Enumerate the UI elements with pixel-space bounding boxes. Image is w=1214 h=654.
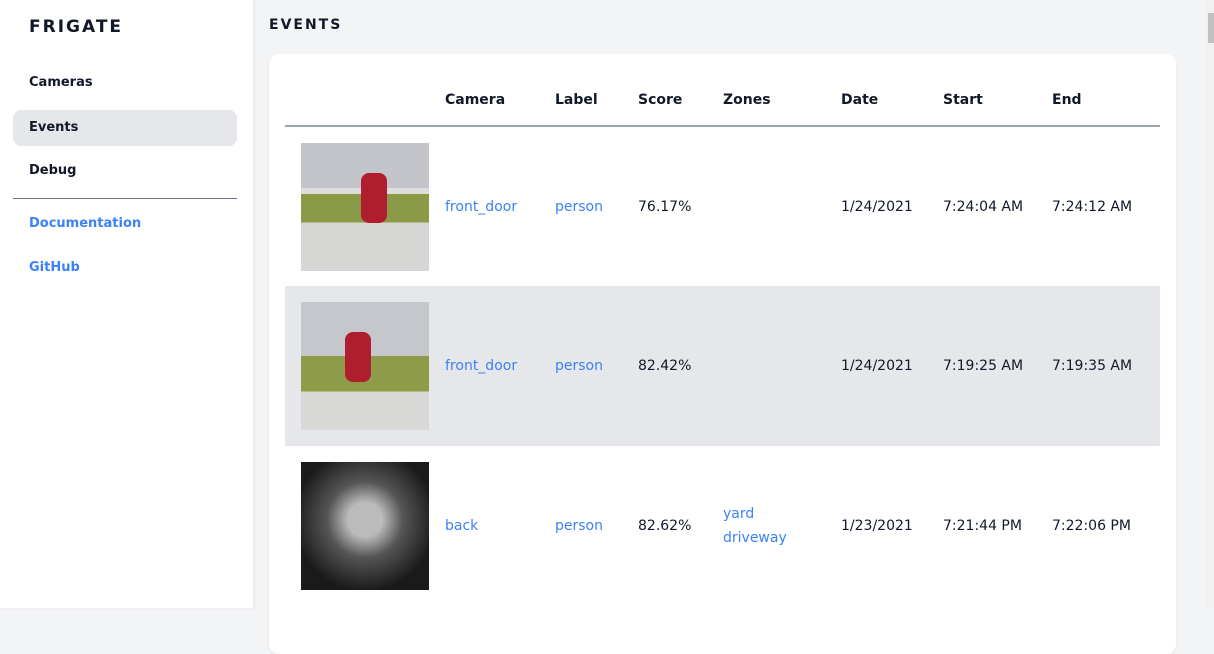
sidebar-divider xyxy=(13,198,237,199)
brand-logo: FRIGATE xyxy=(29,17,124,37)
header-date: Date xyxy=(841,74,943,127)
zone-link[interactable]: driveway xyxy=(723,530,787,546)
label-link[interactable]: person xyxy=(555,286,638,446)
score: 82.62% xyxy=(638,518,692,534)
zones xyxy=(723,286,841,446)
start-time: 7:21:44 PM xyxy=(943,518,1022,534)
table-row[interactable]: front_door person 82.42% 1/24/2021 7:19:… xyxy=(285,286,1160,446)
header-start: Start xyxy=(943,74,1052,127)
header-end: End xyxy=(1052,74,1160,127)
score: 76.17% xyxy=(638,198,692,215)
end-time: 7:19:35 AM xyxy=(1052,286,1160,446)
date: 1/24/2021 xyxy=(841,198,913,215)
camera-link[interactable]: front_door xyxy=(445,286,555,446)
date: 1/23/2021 xyxy=(841,518,913,534)
events-table: Camera Label Score Zones Date Start End … xyxy=(285,74,1160,606)
date: 1/24/2021 xyxy=(841,286,943,446)
header-thumbnail xyxy=(285,74,445,127)
header-score: Score xyxy=(638,74,723,127)
events-card: Camera Label Score Zones Date Start End … xyxy=(269,54,1176,654)
event-thumbnail[interactable] xyxy=(301,302,429,430)
scrollbar-thumb[interactable] xyxy=(1208,13,1214,43)
event-thumbnail[interactable] xyxy=(301,462,429,590)
event-thumbnail[interactable] xyxy=(301,142,429,271)
camera-link[interactable]: back xyxy=(445,518,479,534)
start-time: 7:24:04 AM xyxy=(943,198,1024,215)
end-time: 7:24:12 AM xyxy=(1052,198,1133,215)
sidebar-item-cameras[interactable]: Cameras xyxy=(29,75,93,90)
camera-link[interactable]: front_door xyxy=(445,198,518,215)
score: 82.42% xyxy=(638,286,723,446)
zones: yard driveway xyxy=(723,446,841,606)
start-time: 7:19:25 AM xyxy=(943,286,1052,446)
table-row[interactable]: back person 82.62% yard driveway 1/23/202… xyxy=(285,446,1160,606)
sidebar-item-debug[interactable]: Debug xyxy=(29,163,77,178)
header-camera: Camera xyxy=(445,74,555,127)
table-row[interactable]: front_door person 76.17% 1/24/2021 7:24:… xyxy=(285,126,1160,286)
label-link[interactable]: person xyxy=(555,198,603,215)
sidebar: FRIGATE Cameras Events Debug Documentati… xyxy=(0,0,253,608)
link-github[interactable]: GitHub xyxy=(29,260,80,275)
header-label: Label xyxy=(555,74,638,127)
zone-link[interactable]: yard xyxy=(723,506,755,522)
page-title: EVENTS xyxy=(269,17,343,33)
label-link[interactable]: person xyxy=(555,518,603,534)
link-documentation[interactable]: Documentation xyxy=(29,216,142,231)
scrollbar[interactable] xyxy=(1206,0,1214,608)
header-zones: Zones xyxy=(723,74,841,127)
zones xyxy=(723,126,841,286)
sidebar-item-events[interactable]: Events xyxy=(13,110,237,146)
end-time: 7:22:06 PM xyxy=(1052,518,1131,534)
